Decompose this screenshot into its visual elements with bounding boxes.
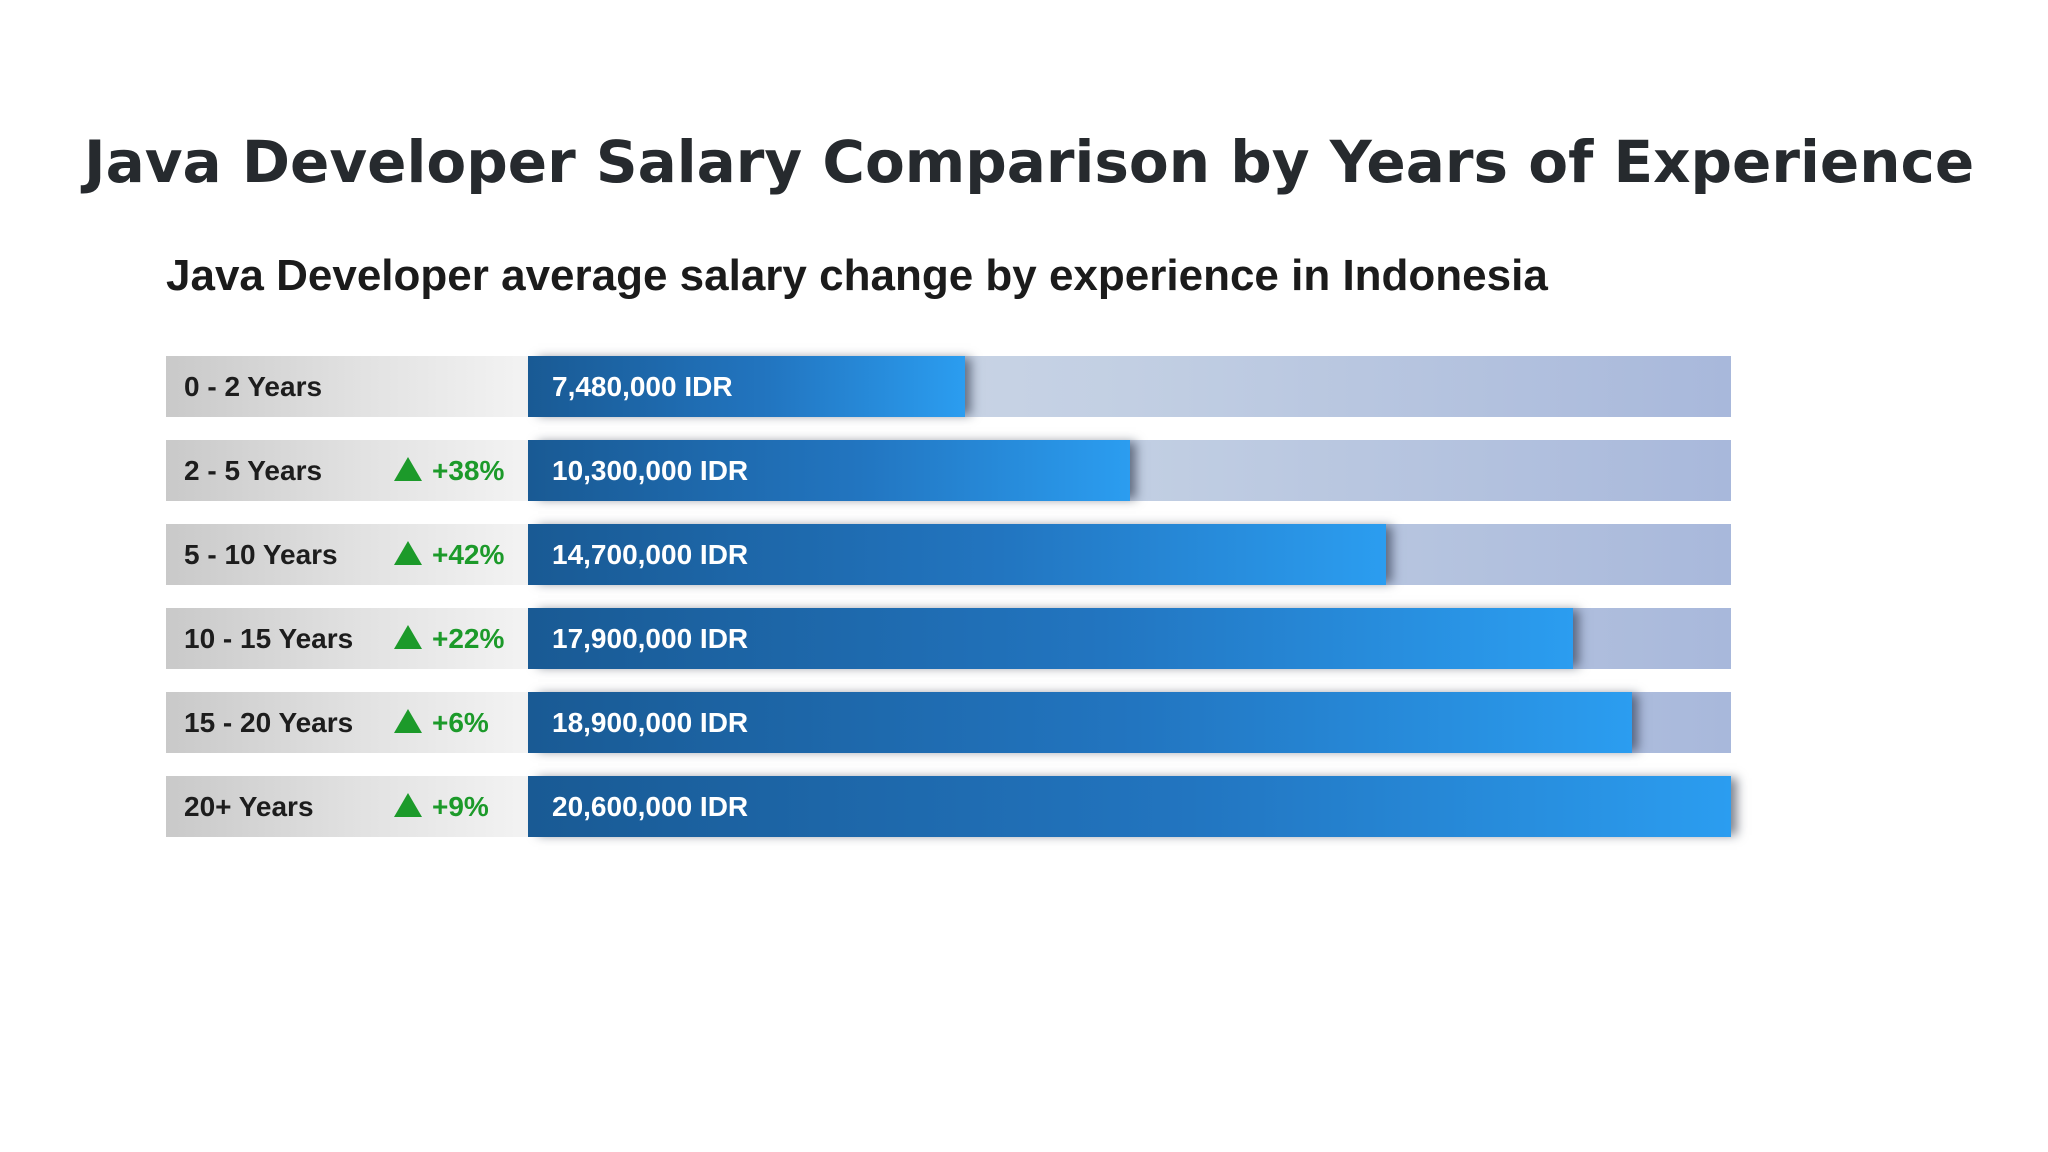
change-indicator: +6% xyxy=(394,692,489,753)
category-label: 5 - 10 Years xyxy=(184,539,338,570)
salary-value-label: 14,700,000 IDR xyxy=(552,539,749,570)
up-triangle-icon xyxy=(394,624,422,649)
salary-value-label: 10,300,000 IDR xyxy=(552,455,749,486)
salary-bar: 18,900,000 IDR xyxy=(528,692,1632,753)
salary-bar: 14,700,000 IDR xyxy=(528,524,1386,585)
bar-track: 17,900,000 IDR xyxy=(528,608,1731,669)
salary-bar: 7,480,000 IDR xyxy=(528,356,965,417)
up-triangle-icon xyxy=(394,792,422,817)
change-indicator: +42% xyxy=(394,524,504,585)
experience-label-cell: 20+ Years +9% xyxy=(166,776,528,837)
category-label: 15 - 20 Years xyxy=(184,707,354,738)
experience-label-cell: 5 - 10 Years +42% xyxy=(166,524,528,585)
category-label: 20+ Years xyxy=(184,791,314,822)
salary-value-label: 7,480,000 IDR xyxy=(552,371,733,402)
change-percent: +42% xyxy=(432,538,505,570)
up-triangle-icon xyxy=(394,540,422,565)
salary-value-label: 17,900,000 IDR xyxy=(552,623,749,654)
chart-row: 2 - 5 Years +38% 10,300,000 IDR xyxy=(166,440,1731,501)
salary-bar: 20,600,000 IDR xyxy=(528,776,1731,837)
experience-label-cell: 0 - 2 Years xyxy=(166,356,528,417)
chart-row: 15 - 20 Years +6% 18,900,000 IDR xyxy=(166,692,1731,753)
bar-track: 20,600,000 IDR xyxy=(528,776,1731,837)
up-triangle-icon xyxy=(394,456,422,481)
chart-row: 5 - 10 Years +42% 14,700,000 IDR xyxy=(166,524,1731,585)
page-title: Java Developer Salary Comparison by Year… xyxy=(84,128,1975,196)
experience-label-cell: 15 - 20 Years +6% xyxy=(166,692,528,753)
change-percent: +9% xyxy=(432,790,489,822)
chart-row: 0 - 2 Years 7,480,000 IDR xyxy=(166,356,1731,417)
chart-row: 10 - 15 Years +22% 17,900,000 IDR xyxy=(166,608,1731,669)
chart-rows: 0 - 2 Years 7,480,000 IDR 2 - 5 Years +38% 1… xyxy=(166,356,1731,860)
salary-bar: 17,900,000 IDR xyxy=(528,608,1573,669)
bar-track: 7,480,000 IDR xyxy=(528,356,1731,417)
bar-track: 10,300,000 IDR xyxy=(528,440,1731,501)
category-label: 2 - 5 Years xyxy=(184,455,323,486)
change-indicator: +9% xyxy=(394,776,489,837)
salary-value-label: 18,900,000 IDR xyxy=(552,707,749,738)
change-percent: +38% xyxy=(432,454,505,486)
change-percent: +6% xyxy=(432,706,489,738)
chart-title: Java Developer average salary change by … xyxy=(166,251,1548,300)
change-indicator: +38% xyxy=(394,440,504,501)
up-triangle-icon xyxy=(394,708,422,733)
experience-label-cell: 2 - 5 Years +38% xyxy=(166,440,528,501)
change-indicator: +22% xyxy=(394,608,504,669)
change-percent: +22% xyxy=(432,622,505,654)
salary-value-label: 20,600,000 IDR xyxy=(552,791,749,822)
salary-bar: 10,300,000 IDR xyxy=(528,440,1130,501)
experience-label-cell: 10 - 15 Years +22% xyxy=(166,608,528,669)
category-label: 0 - 2 Years xyxy=(184,371,323,402)
bar-track: 14,700,000 IDR xyxy=(528,524,1731,585)
bar-track: 18,900,000 IDR xyxy=(528,692,1731,753)
category-label: 10 - 15 Years xyxy=(184,623,354,654)
chart-row: 20+ Years +9% 20,600,000 IDR xyxy=(166,776,1731,837)
